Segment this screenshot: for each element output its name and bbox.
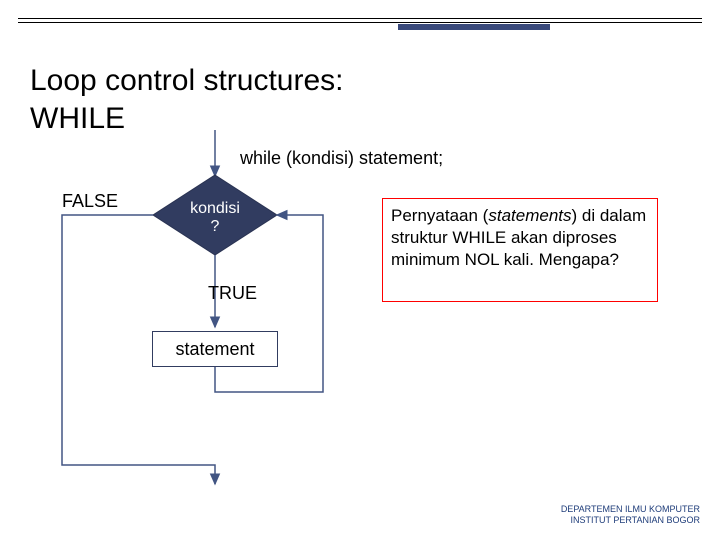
note-text: Pernyataan (statements) di dalam struktu… [391,206,646,269]
footer-line1: DEPARTEMEN ILMU KOMPUTER [561,504,700,515]
slide-footer: DEPARTEMEN ILMU KOMPUTER INSTITUT PERTAN… [561,504,700,526]
statement-label: statement [175,339,254,360]
diamond-label-2: ? [211,218,220,235]
true-label: TRUE [208,283,257,304]
diamond-label-1: kondisi [190,200,240,217]
statement-box: statement [152,331,278,367]
false-label: FALSE [62,191,118,212]
note-box: Pernyataan (statements) di dalam struktu… [382,198,658,302]
footer-line2: INSTITUT PERTANIAN BOGOR [561,515,700,526]
